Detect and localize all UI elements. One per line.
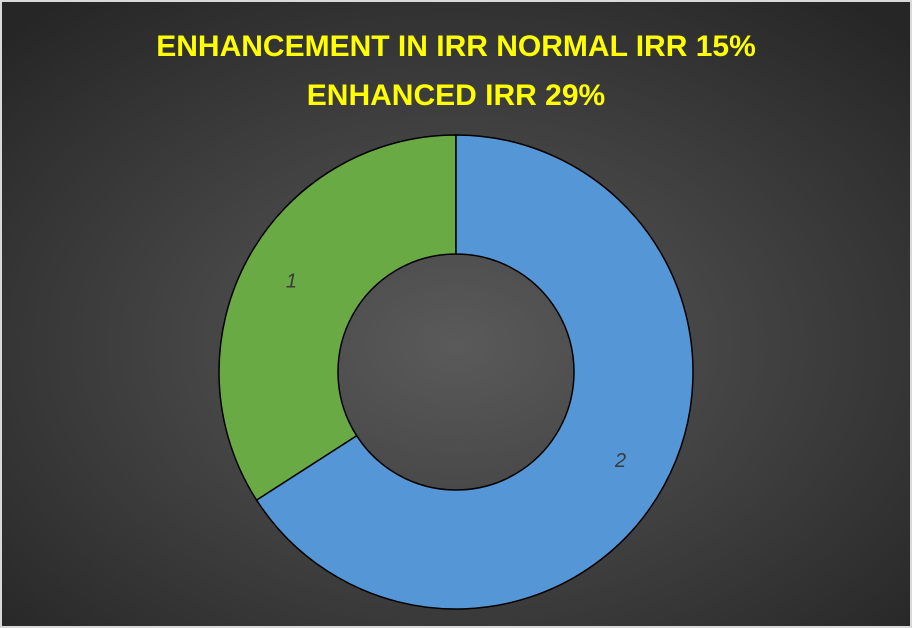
data-label: 2 (614, 450, 626, 472)
donut-slice (218, 134, 457, 502)
donut-slice (255, 134, 694, 610)
data-label: 1 (286, 270, 297, 292)
chart-title: ENHANCEMENT IN IRR NORMAL IRR 15% (156, 30, 756, 63)
chart-title: ENHANCED IRR 29% (307, 79, 605, 112)
